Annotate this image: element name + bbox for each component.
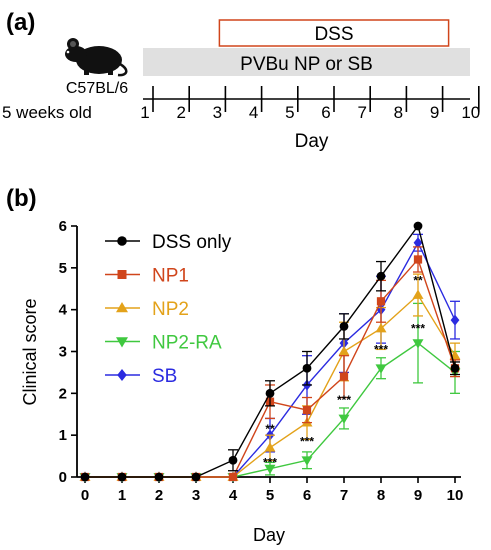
y-tick-label: 0 <box>59 469 67 486</box>
data-point <box>339 322 349 331</box>
data-point <box>413 255 423 264</box>
data-point <box>301 456 313 466</box>
x-axis-title: Day <box>253 525 285 545</box>
data-point <box>228 455 238 465</box>
y-tick-label: 5 <box>59 260 67 277</box>
significance-mark: ** <box>413 274 423 288</box>
y-tick-label: 4 <box>59 302 68 319</box>
legend-label: SB <box>152 366 177 387</box>
x-tick-label: 1 <box>118 487 126 504</box>
treatment-bar <box>143 48 470 76</box>
data-point <box>117 369 127 381</box>
data-point <box>450 363 460 373</box>
y-tick-label: 1 <box>59 427 67 444</box>
panel-a: (a) PVBu NP or SB DSS C57BL/6 5 weeks ol… <box>2 9 480 152</box>
legend-label: NP2-RA <box>152 333 222 354</box>
significance-mark: ** <box>265 422 275 436</box>
timeline-tick-label: 1 <box>140 103 149 122</box>
mouse-icon <box>65 38 128 77</box>
y-tick-label: 2 <box>59 385 67 402</box>
legend: DSS only NP1 NP2 NP2-RA SB <box>105 232 232 387</box>
x-tick-label: 10 <box>447 487 464 504</box>
x-tick-label: 2 <box>155 487 163 504</box>
legend-item: DSS only <box>105 232 232 253</box>
age-label: 5 weeks old <box>2 103 92 122</box>
treatment-label: PVBu NP or SB <box>240 54 373 75</box>
data-point <box>116 302 128 313</box>
legend-item: NP2 <box>105 299 189 320</box>
dss-box <box>218 19 450 47</box>
dss-label: DSS <box>314 24 353 45</box>
series-np2 <box>79 273 461 481</box>
data-point <box>450 314 460 326</box>
data-point <box>413 237 423 249</box>
data-point <box>376 297 386 306</box>
data-point <box>339 372 349 381</box>
data-point <box>154 472 164 482</box>
data-point <box>228 472 238 482</box>
x-tick-label: 7 <box>340 487 348 504</box>
data-point <box>302 363 312 373</box>
panel-a-label: (a) <box>6 9 35 36</box>
x-tick-label: 4 <box>229 487 238 504</box>
legend-label: NP1 <box>152 266 189 287</box>
series-dss-only <box>80 221 460 482</box>
data-point <box>80 472 90 482</box>
timeline-tick-label: 5 <box>285 103 294 122</box>
x-tick-label: 3 <box>192 487 200 504</box>
y-axis-title: Clinical score <box>20 298 40 405</box>
data-point <box>264 442 276 452</box>
data-point <box>116 337 128 348</box>
data-point <box>264 464 276 475</box>
significance-mark: *** <box>300 435 314 449</box>
x-tick-label: 9 <box>414 487 422 504</box>
timeline-tick-label: 2 <box>176 103 185 122</box>
timeline-tick-label: 10 <box>461 103 480 122</box>
data-point <box>117 472 127 482</box>
legend-label: DSS only <box>152 232 232 253</box>
data-point <box>412 339 424 349</box>
x-tick-label: 0 <box>81 487 89 504</box>
y-tick-label: 6 <box>59 218 67 235</box>
significance-mark: *** <box>374 343 388 357</box>
data-point <box>375 364 387 374</box>
significance-mark: *** <box>411 322 425 336</box>
timeline-tick-label: 9 <box>430 103 439 122</box>
data-point <box>265 388 275 398</box>
timeline-tick-label: 3 <box>213 103 222 122</box>
legend-item: SB <box>105 366 177 387</box>
data-point <box>338 414 350 424</box>
data-point <box>413 221 423 231</box>
timeline-tick-label: 7 <box>357 103 366 122</box>
panel-b-label: (b) <box>6 185 37 212</box>
data-point <box>117 270 127 279</box>
timeline-tick-label: 8 <box>394 103 403 122</box>
y-tick-label: 3 <box>59 344 67 361</box>
data-point <box>375 322 387 333</box>
significance-mark: *** <box>263 456 277 470</box>
data-point <box>302 405 312 415</box>
timeline-tick-label: 4 <box>249 103 258 122</box>
timeline-axis: 1 2 3 4 5 6 7 8 9 10 <box>140 86 480 122</box>
legend-item: NP1 <box>105 266 189 287</box>
data-point <box>117 236 127 246</box>
data-point <box>376 271 386 281</box>
legend-label: NP2 <box>152 299 189 320</box>
significance-mark: *** <box>337 393 351 407</box>
data-point <box>338 346 350 356</box>
strain-label: C57BL/6 <box>66 80 128 97</box>
legend-item: NP2-RA <box>105 333 222 354</box>
x-tick-label: 5 <box>266 487 274 504</box>
data-point <box>191 472 201 482</box>
timeline-axis-title: Day <box>295 131 329 152</box>
data-point <box>412 289 424 299</box>
x-tick-label: 8 <box>377 487 385 504</box>
timeline-tick-label: 6 <box>321 103 330 122</box>
x-tick-label: 6 <box>303 487 311 504</box>
